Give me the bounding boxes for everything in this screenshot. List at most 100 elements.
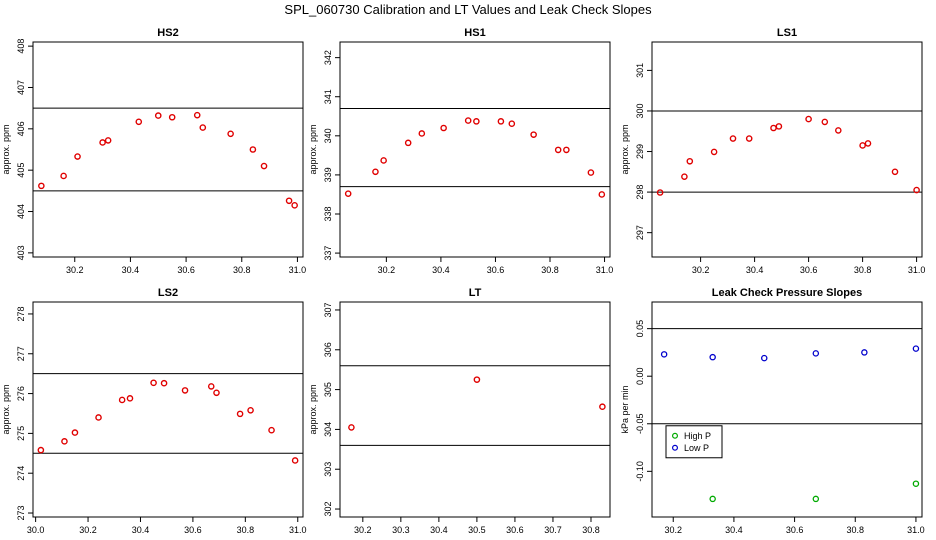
legend-label: High P [684,431,711,441]
y-tick-label: 300 [635,103,645,118]
data-point [497,118,505,125]
data-point [99,139,106,146]
x-tick-label: 30.4 [432,265,450,275]
y-tick-label: 340 [323,128,333,143]
data-point [598,191,606,198]
data-point [745,135,753,142]
y-tick-label: -0.10 [635,461,645,482]
plot-frame [339,41,611,258]
plot-frame [651,41,923,258]
chart-title: LS1 [777,27,797,39]
y-tick-label: 303 [323,462,333,477]
data-point [260,162,268,170]
x-tick-label: 30.2 [378,265,396,275]
y-tick-label: 339 [323,167,333,182]
data-point [193,111,201,119]
y-tick-label: 274 [16,466,26,481]
x-tick-label: 30.3 [392,525,410,535]
y-tick-label: 304 [323,422,333,437]
data-point [859,142,866,149]
chart-title: Leak Check Pressure Slopes [712,287,862,299]
data-point [864,140,872,147]
legend-marker [671,432,678,439]
data-point-low-p [861,349,868,356]
y-tick-label: 407 [16,80,26,95]
x-tick-label: 30.6 [800,265,818,275]
y-tick-label: 299 [635,144,645,159]
y-tick-label: 298 [635,185,645,200]
y-axis-label: approx. ppm [1,124,11,174]
y-tick-label: 297 [635,225,645,240]
y-axis-label: approx. ppm [308,124,318,174]
x-tick-label: 30.5 [468,525,486,535]
data-point [118,396,126,404]
data-point [554,146,562,154]
chart-title: HS1 [464,27,485,39]
chart-title: HS2 [157,27,178,39]
data-point-low-p [812,350,820,357]
data-point-low-p [912,345,920,352]
data-point [473,118,480,125]
data-point-high-p [709,495,716,503]
y-tick-label: 0.00 [635,367,645,385]
data-point [913,186,920,194]
figure-title: SPL_060730 Calibration and LT Values and… [284,2,652,17]
y-tick-label: 275 [16,426,26,441]
data-point [160,379,168,387]
y-tick-label: 338 [323,206,333,221]
x-tick-label: 30.2 [79,525,97,535]
y-tick-label: 277 [16,346,26,361]
data-point [681,173,688,180]
y-tick-label: 337 [323,246,333,261]
x-tick-label: 30.2 [664,525,682,535]
data-point [464,117,472,124]
data-point [770,124,777,132]
data-point [199,124,207,131]
data-point [710,148,718,156]
data-point-low-p [660,351,668,358]
x-tick-label: 30.8 [237,525,255,535]
x-tick-label: 30.2 [354,525,372,535]
x-tick-label: 30.7 [544,525,562,535]
data-point [587,169,595,176]
data-point [126,395,134,402]
data-point [891,168,899,176]
x-tick-label: 30.6 [184,525,202,535]
x-tick-label: 30.8 [854,265,872,275]
chart-panel-6: Leak Check Pressure Slopes kPa per min 30.… [620,287,925,535]
x-tick-label: 31.0 [908,265,926,275]
chart-panel-4: LS2 approx. ppm 30.0 30.2 30.4 30.6 30.8 31.0 27… [1,287,307,535]
plot-frame [339,301,611,518]
chart-panel-2: HS1 approx. ppm 30.2 30.4 30.6 30.8 31.0 337 338… [308,27,613,275]
data-point [344,190,352,197]
chart-title: LS2 [158,287,178,299]
y-tick-label: 305 [323,382,333,397]
y-tick-label: 404 [16,204,26,219]
chart-title: LT [469,287,482,299]
data-point [440,124,447,132]
x-tick-label: 30.2 [66,265,84,275]
y-tick-label: 406 [16,121,26,136]
x-tick-label: 31.0 [907,525,925,535]
x-tick-label: 30.6 [506,525,524,535]
data-point [181,387,189,394]
data-point [285,197,293,205]
y-tick-label: 341 [323,89,333,104]
x-tick-label: 30.4 [746,265,764,275]
data-point [213,389,220,397]
data-point [247,406,254,414]
data-point [473,376,481,383]
x-tick-label: 30.8 [233,265,251,275]
data-point [168,113,176,121]
chart-panel-5: LT approx. ppm 30.2 30.3 30.4 30.5 30.6 30.7 30.… [308,287,611,535]
chart-panel-1: HS2 approx. ppm 30.2 30.4 30.6 30.8 31.0 403 404… [1,27,306,275]
data-point [821,118,829,126]
y-tick-label: 276 [16,386,26,401]
x-tick-label: 30.4 [132,525,150,535]
panels: HS2 approx. ppm 30.2 30.4 30.6 30.8 31.0 403 404… [1,27,925,535]
x-tick-label: 30.8 [846,525,864,535]
x-tick-label: 31.0 [596,265,614,275]
y-axis-label: kPa per min [620,385,630,433]
data-point [227,130,234,138]
